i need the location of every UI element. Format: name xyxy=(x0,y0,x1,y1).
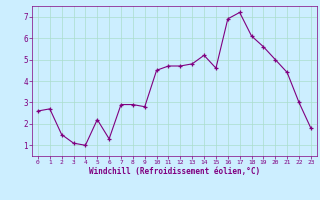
X-axis label: Windchill (Refroidissement éolien,°C): Windchill (Refroidissement éolien,°C) xyxy=(89,167,260,176)
